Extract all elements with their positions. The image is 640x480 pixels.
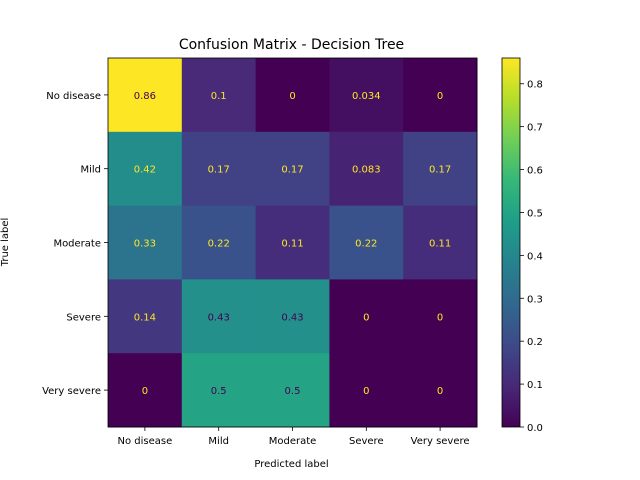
- heatmap-cell: [403, 353, 478, 428]
- cell-value-label: 0.17: [429, 165, 451, 176]
- x-tick-label: Mild: [208, 436, 229, 447]
- x-axis-label: Predicted label: [254, 459, 328, 470]
- cell-value-label: 0: [437, 91, 443, 102]
- cell-value-label: 0.17: [281, 165, 303, 176]
- cell-value-label: 0.42: [134, 165, 156, 176]
- heatmap-cell: [329, 58, 404, 133]
- colorbar: [501, 57, 521, 428]
- y-tick-label: Severe: [66, 312, 101, 323]
- heatmap-cell: [108, 279, 183, 354]
- cell-value-label: 0.43: [208, 312, 230, 323]
- heatmap-cell: [329, 279, 404, 354]
- cell-value-label: 0.33: [134, 239, 156, 250]
- colorbar-tick-label: 0.7: [527, 123, 543, 134]
- y-axis-label: True label: [0, 218, 11, 268]
- heatmap-cell: [255, 131, 330, 207]
- cell-value-label: 0.86: [134, 91, 156, 102]
- heatmap-cell: [181, 131, 257, 207]
- heatmap-cell: [181, 353, 257, 428]
- y-axis-ticks: No disease Mild Moderate Severe Very severe: [42, 91, 108, 397]
- cell-value-label: 0.43: [281, 312, 303, 323]
- colorbar-tick-label: 0.6: [527, 166, 543, 177]
- heatmap-cell: [108, 58, 183, 133]
- colorbar-tick-label: 0.8: [527, 80, 543, 91]
- x-tick-label: Moderate: [269, 436, 317, 447]
- heatmap-cell: [403, 58, 478, 133]
- colorbar-tick-label: 0.1: [527, 380, 543, 391]
- heatmap-cell: [255, 279, 330, 354]
- cell-value-label: 0.034: [352, 91, 381, 102]
- heatmap-cell: [181, 58, 257, 133]
- heatmap-cells: [108, 58, 478, 428]
- cell-value-label: 0.17: [208, 165, 230, 176]
- colorbar-tick-label: 0.5: [527, 208, 543, 219]
- cell-value-label: 0: [363, 386, 369, 397]
- cell-value-label: 0.22: [208, 239, 230, 250]
- colorbar-tick-label: 0.0: [527, 423, 543, 434]
- y-tick-label: No disease: [46, 91, 101, 102]
- heatmap-cell: [255, 58, 330, 133]
- heatmap-cell: [403, 131, 478, 207]
- cell-value-label: 0.5: [285, 386, 301, 397]
- cell-value-label: 0.5: [211, 386, 227, 397]
- heatmap-cell: [255, 205, 330, 280]
- heatmap-cell: [108, 353, 183, 428]
- cell-value-label: 0: [437, 386, 443, 397]
- y-tick-label: Very severe: [42, 386, 101, 397]
- cell-value-label: 0: [289, 91, 295, 102]
- cell-value-label: 0: [363, 312, 369, 323]
- heatmap-cell: [403, 279, 478, 354]
- heatmap-cell: [181, 205, 257, 280]
- x-tick-label: No disease: [118, 436, 173, 447]
- cell-value-label: 0.14: [134, 312, 156, 323]
- cell-value-label: 0.22: [355, 239, 377, 250]
- heatmap-cell: [329, 205, 404, 280]
- cell-value-label: 0.11: [429, 239, 451, 250]
- y-tick-label: Moderate: [53, 239, 101, 250]
- heatmap-cell: [329, 353, 404, 428]
- cell-value-label: 0.083: [352, 165, 381, 176]
- x-axis-ticks: No disease Mild Moderate Severe Very severe: [118, 427, 470, 447]
- heatmap-cell: [403, 205, 478, 280]
- heatmap-cell: [255, 353, 330, 428]
- colorbar-tick-label: 0.3: [527, 294, 543, 305]
- heatmap-cell: [181, 279, 257, 354]
- heatmap-cell: [108, 205, 183, 280]
- cell-value-label: 0.1: [211, 91, 227, 102]
- cell-value-label: 0: [437, 312, 443, 323]
- colorbar-tick-label: 0.4: [527, 251, 543, 262]
- heatmap-cell: [108, 131, 183, 207]
- colorbar-ticks: 0.0 0.1 0.2 0.3 0.4 0.5 0.6 0.7 0.8: [520, 80, 543, 434]
- colorbar-tick-label: 0.2: [527, 337, 543, 348]
- cell-value-label: 0: [142, 386, 148, 397]
- heatmap-cell-labels: 0.86 0.1 0 0.034 0 0.42 0.17 0.17 0.083 0.17 0.33 0…: [134, 91, 451, 397]
- heatmap-cell: [329, 131, 404, 207]
- cell-value-label: 0.11: [281, 239, 303, 250]
- chart-title: Confusion Matrix - Decision Tree: [179, 37, 404, 53]
- y-tick-label: Mild: [80, 165, 101, 176]
- x-tick-label: Severe: [349, 436, 384, 447]
- x-tick-label: Very severe: [411, 436, 470, 447]
